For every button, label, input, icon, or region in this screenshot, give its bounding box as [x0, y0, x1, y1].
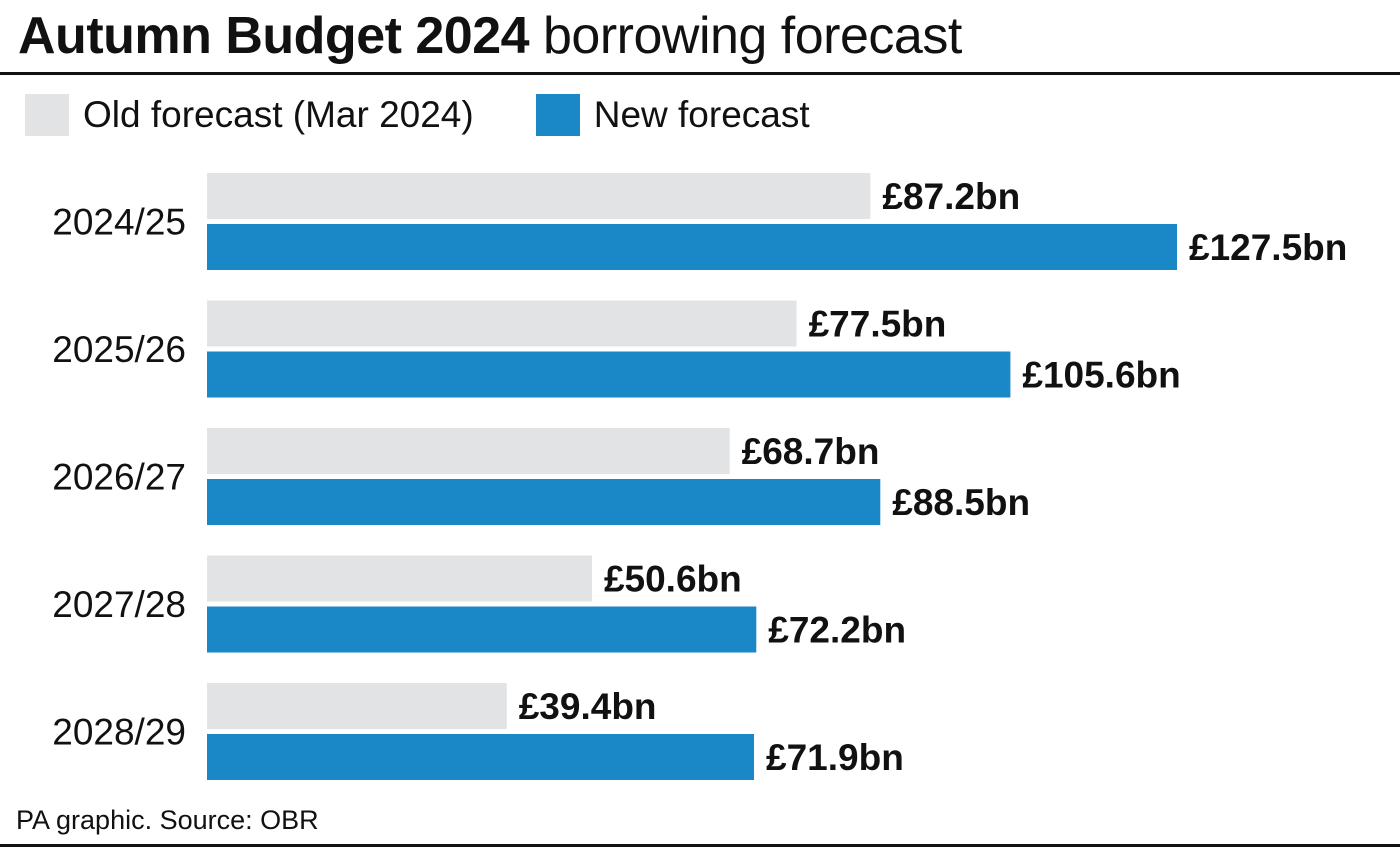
data-label: £88.5bn: [892, 482, 1030, 523]
category-label: 2025/26: [52, 329, 186, 370]
category-label: 2024/25: [52, 202, 186, 243]
data-label: £72.2bn: [768, 610, 906, 651]
bar-new-forecast: [207, 734, 755, 780]
bar-new-forecast: [207, 606, 757, 653]
data-label: £127.5bn: [1189, 227, 1347, 268]
source-note: PA graphic. Source: OBR: [16, 805, 319, 835]
bar-old-forecast: [207, 173, 871, 219]
bar-old-forecast: [207, 555, 592, 602]
bar-old-forecast: [207, 683, 507, 729]
data-label: £87.2bn: [882, 176, 1020, 217]
data-label: £77.5bn: [809, 304, 947, 345]
data-label: £39.4bn: [519, 686, 657, 727]
bar-new-forecast: [207, 224, 1177, 270]
data-label: £50.6bn: [604, 559, 742, 600]
category-label: 2027/28: [52, 584, 186, 625]
legend-swatch-new: [535, 94, 580, 136]
data-label: £71.9bn: [766, 737, 904, 778]
legend: Old forecast (Mar 2024) New forecast: [25, 94, 872, 136]
bar-new-forecast: [207, 351, 1011, 398]
bar-old-forecast: [207, 300, 797, 347]
data-label: £68.7bn: [742, 431, 880, 472]
data-label: £105.6bn: [1022, 355, 1180, 396]
bottom-rule: [0, 844, 1400, 847]
chart-title: Autumn Budget 2024 borrowing forecast: [18, 6, 962, 66]
category-label: 2028/29: [52, 712, 186, 753]
chart-title-regular: borrowing forecast: [543, 7, 962, 65]
legend-item-old: Old forecast (Mar 2024): [25, 94, 474, 136]
legend-item-new: New forecast: [535, 94, 810, 136]
bar-old-forecast: [207, 428, 730, 474]
legend-label-new: New forecast: [593, 94, 810, 135]
chart-title-bold: Autumn Budget 2024: [18, 7, 530, 65]
top-rule: [0, 72, 1400, 75]
category-label: 2026/27: [52, 457, 186, 498]
legend-swatch-old: [25, 94, 69, 136]
bar-new-forecast: [207, 479, 881, 525]
legend-label-old: Old forecast (Mar 2024): [83, 94, 474, 135]
